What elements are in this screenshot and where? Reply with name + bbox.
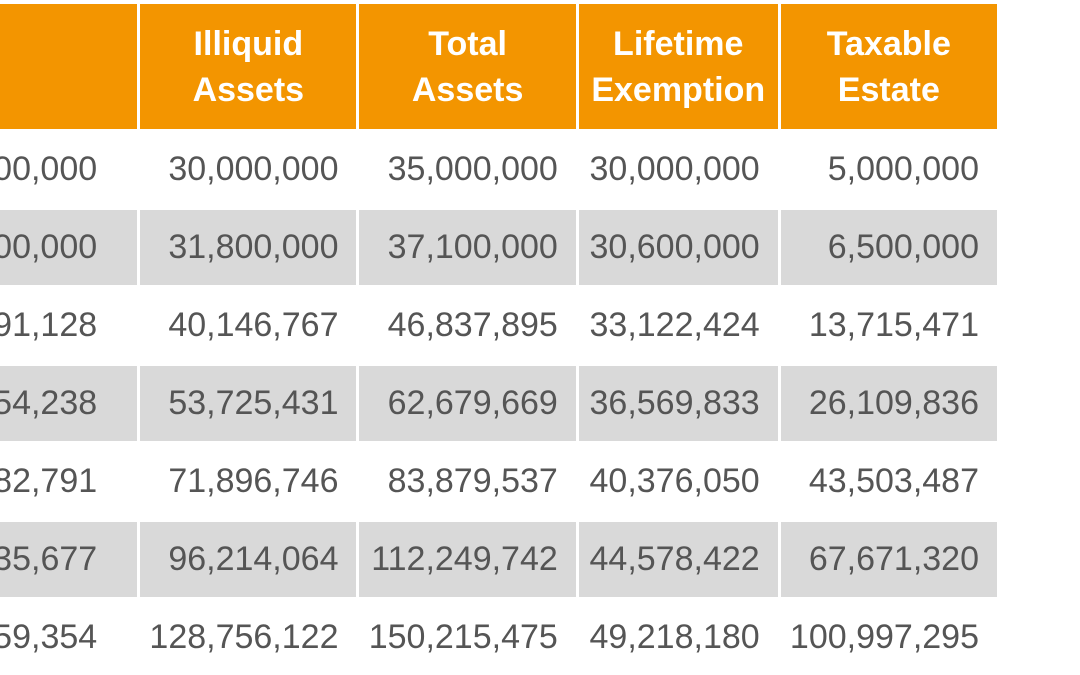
cell-taxable-estate: 100,997,295 bbox=[777, 597, 1001, 675]
header-liquid-assets bbox=[0, 0, 141, 131]
cell-illiquid-assets: 53,725,431 bbox=[137, 363, 360, 443]
cell-taxable-estate: 6,500,000 bbox=[777, 207, 1001, 287]
cell-taxable-estate: 26,109,836 bbox=[777, 363, 1001, 443]
header-lifetime-exemption: Lifetime Exemption bbox=[575, 0, 781, 131]
cell-illiquid-assets: 30,000,000 bbox=[137, 129, 360, 209]
cell-lifetime-exemption: 44,578,422 bbox=[575, 519, 781, 599]
cell-lifetime-exemption: 49,218,180 bbox=[575, 597, 781, 675]
table-row: 5,300,00031,800,00037,100,00030,600,0006… bbox=[0, 207, 1001, 287]
cell-illiquid-assets: 31,800,000 bbox=[137, 207, 360, 287]
cell-total-assets: 46,837,895 bbox=[356, 285, 579, 365]
table-row: 16,035,67796,214,064112,249,74244,578,42… bbox=[0, 519, 1001, 599]
table-row: 21,459,354128,756,122150,215,47549,218,1… bbox=[0, 597, 1001, 675]
cell-liquid-assets: 11,982,791 bbox=[0, 441, 141, 521]
header-total-assets-text: Total Assets bbox=[411, 24, 524, 109]
cell-total-assets: 35,000,000 bbox=[356, 129, 579, 209]
cell-taxable-estate: 5,000,000 bbox=[777, 129, 1001, 209]
cell-total-assets: 83,879,537 bbox=[356, 441, 579, 521]
cell-total-assets: 37,100,000 bbox=[356, 207, 579, 287]
table-body: 5,000,00030,000,00035,000,00030,000,0005… bbox=[0, 129, 1001, 675]
cell-liquid-assets: 16,035,677 bbox=[0, 519, 141, 599]
cell-illiquid-assets: 96,214,064 bbox=[137, 519, 360, 599]
cell-lifetime-exemption: 30,000,000 bbox=[575, 129, 781, 209]
cell-illiquid-assets: 40,146,767 bbox=[137, 285, 360, 365]
cell-total-assets: 112,249,742 bbox=[356, 519, 579, 599]
cell-illiquid-assets: 128,756,122 bbox=[137, 597, 360, 675]
cell-total-assets: 150,215,475 bbox=[356, 597, 579, 675]
header-illiquid-assets: Illiquid Assets bbox=[137, 0, 360, 131]
header-taxable-estate: Taxable Estate bbox=[777, 0, 1001, 131]
cell-liquid-assets: 8,954,238 bbox=[0, 363, 141, 443]
cell-liquid-assets: 5,000,000 bbox=[0, 129, 141, 209]
cell-taxable-estate: 67,671,320 bbox=[777, 519, 1001, 599]
table-row: 11,982,79171,896,74683,879,53740,376,050… bbox=[0, 441, 1001, 521]
table-row: 8,954,23853,725,43162,679,66936,569,8332… bbox=[0, 363, 1001, 443]
cell-lifetime-exemption: 40,376,050 bbox=[575, 441, 781, 521]
table-row: 5,000,00030,000,00035,000,00030,000,0005… bbox=[0, 129, 1001, 209]
table-header-row: Illiquid Assets Total Assets Lifetime Exemp… bbox=[0, 0, 1001, 131]
cell-taxable-estate: 43,503,487 bbox=[777, 441, 1001, 521]
cell-lifetime-exemption: 30,600,000 bbox=[575, 207, 781, 287]
cell-illiquid-assets: 71,896,746 bbox=[137, 441, 360, 521]
cell-taxable-estate: 13,715,471 bbox=[777, 285, 1001, 365]
header-taxable-estate-text: Taxable Estate bbox=[826, 24, 951, 109]
table-row: 6,691,12840,146,76746,837,89533,122,4241… bbox=[0, 285, 1001, 365]
cell-total-assets: 62,679,669 bbox=[356, 363, 579, 443]
cell-liquid-assets: 21,459,354 bbox=[0, 597, 141, 675]
cell-lifetime-exemption: 36,569,833 bbox=[575, 363, 781, 443]
estate-tax-table: Illiquid Assets Total Assets Lifetime Exemp… bbox=[0, 0, 1001, 675]
cell-liquid-assets: 6,691,128 bbox=[0, 285, 141, 365]
header-illiquid-assets-text: Illiquid Assets bbox=[192, 24, 305, 109]
cell-liquid-assets: 5,300,000 bbox=[0, 207, 141, 287]
cell-lifetime-exemption: 33,122,424 bbox=[575, 285, 781, 365]
header-total-assets: Total Assets bbox=[356, 0, 579, 131]
header-lifetime-exemption-text: Lifetime Exemption bbox=[591, 24, 766, 109]
